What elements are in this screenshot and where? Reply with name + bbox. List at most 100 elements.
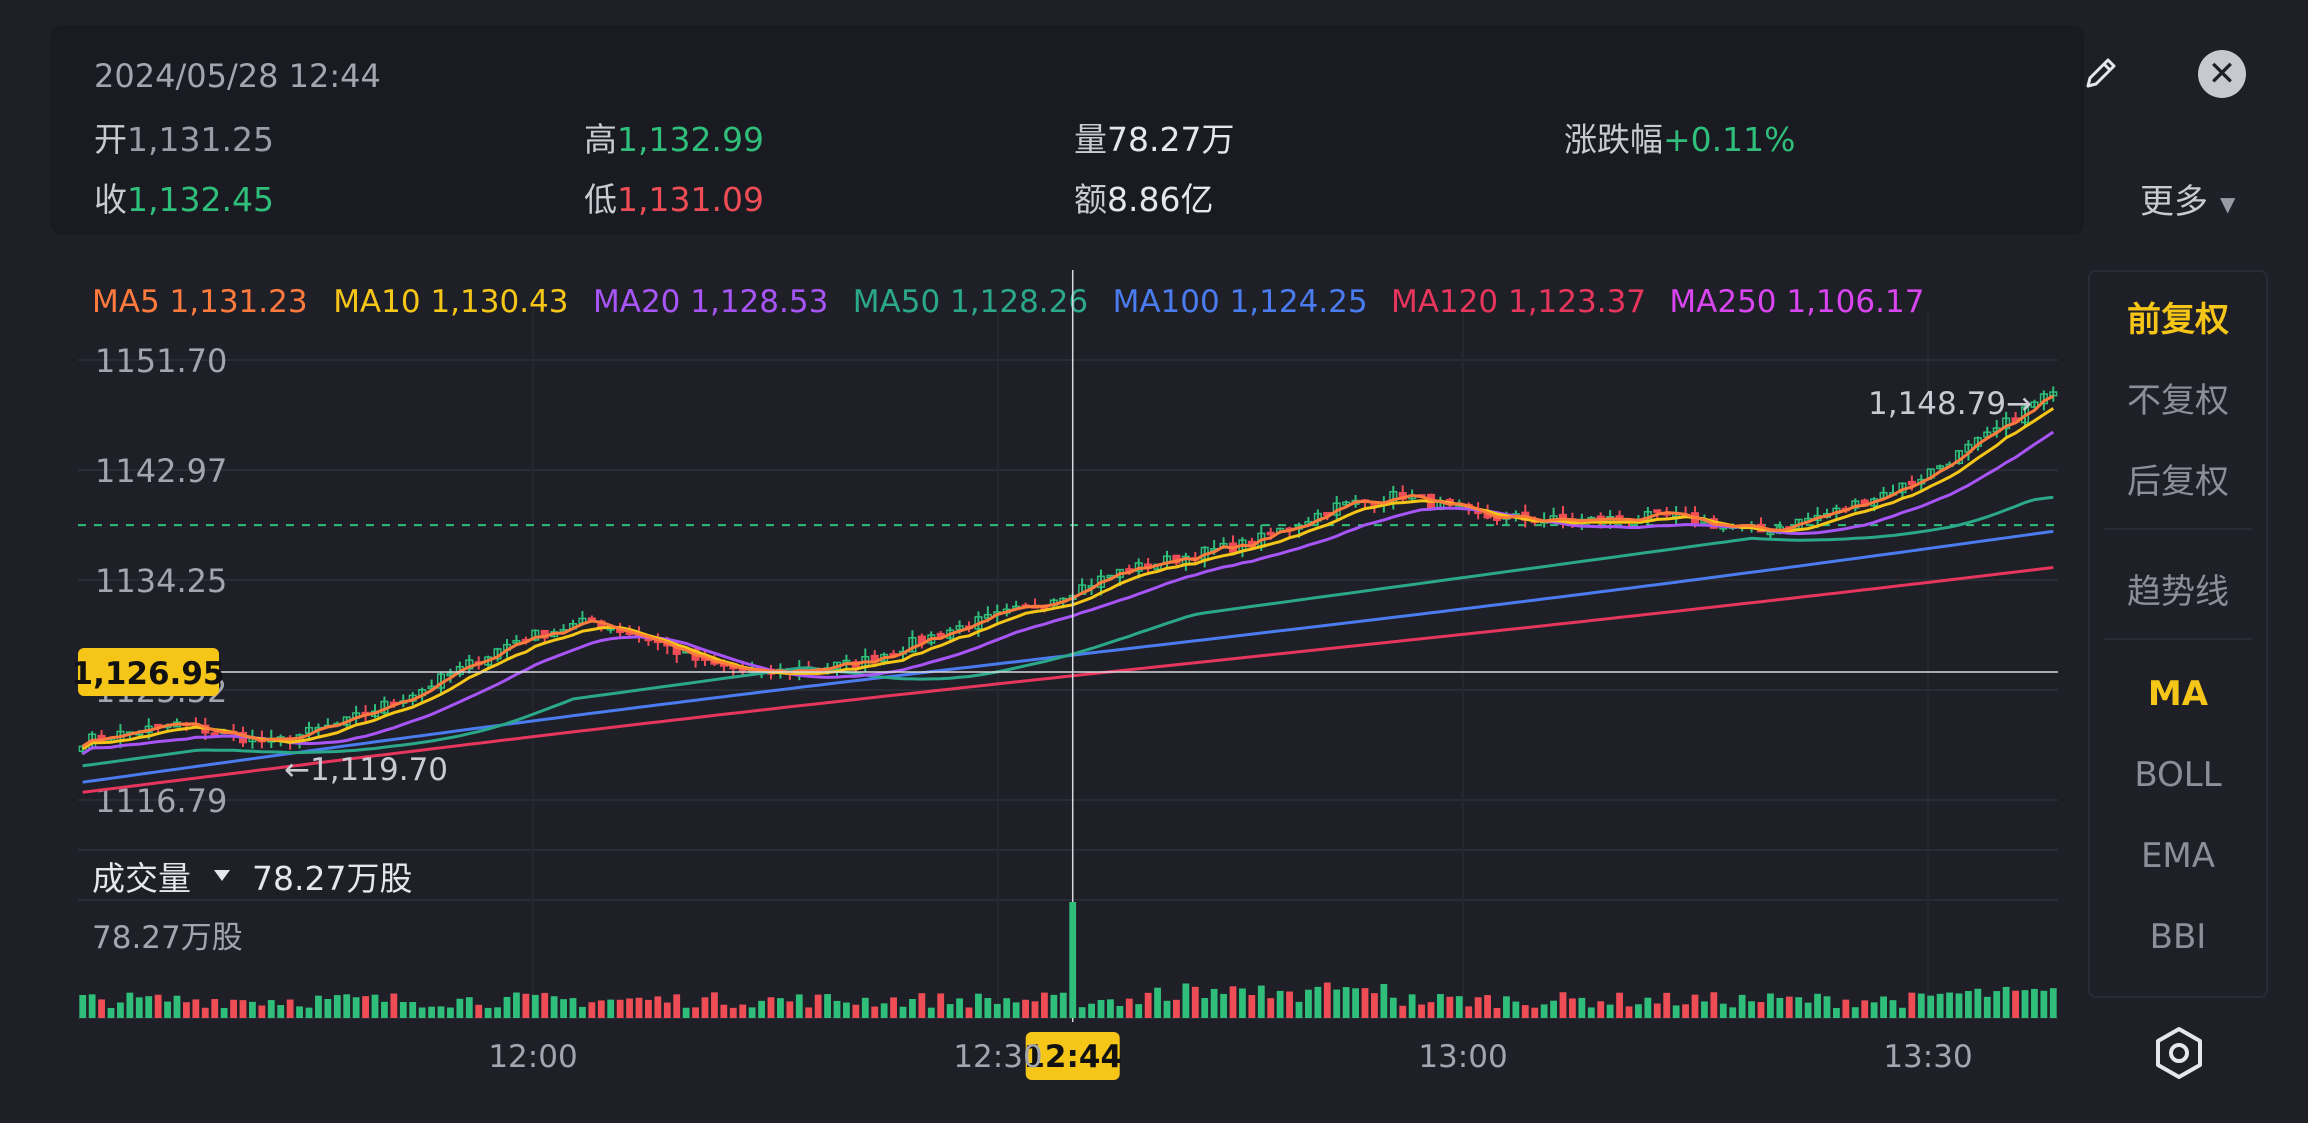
- volume-bar: [654, 996, 662, 1018]
- volume-bar: [1880, 996, 1887, 1018]
- volume-bar: [1814, 993, 1821, 1018]
- volume-bar: [1371, 993, 1378, 1018]
- volume-bar: [909, 998, 916, 1018]
- menu-trendline[interactable]: 趋势线: [2127, 572, 2229, 612]
- ma20-line: [81, 430, 2055, 756]
- volume-bar: [965, 1007, 973, 1018]
- volume-bar: [1974, 988, 1982, 1018]
- volume-bar: [117, 1002, 124, 1018]
- ma-legend-item: MA5 1,131.23: [92, 284, 308, 320]
- volume-bar: [1361, 988, 1369, 1018]
- volume-bar: [1738, 994, 1746, 1018]
- volume-bar: [2021, 990, 2029, 1018]
- volume-bar: [1870, 1002, 1878, 1018]
- menu-forward-adjust[interactable]: 前复权: [2127, 300, 2229, 340]
- volume-bar: [1927, 995, 1935, 1018]
- volume-bar: [1823, 996, 1831, 1018]
- menu-ma[interactable]: MA: [2147, 674, 2209, 714]
- volume-bar: [1804, 1002, 1812, 1018]
- candle-body: [955, 625, 964, 631]
- volume-bar: [739, 1004, 747, 1018]
- menu-backward-adjust[interactable]: 后复权: [2127, 462, 2229, 502]
- volume-bar: [522, 993, 530, 1018]
- volume-bar: [1107, 999, 1114, 1018]
- volume-bar: [343, 994, 351, 1018]
- volume-bar: [1729, 1007, 1737, 1018]
- volume-bar: [475, 1004, 483, 1018]
- menu-ema[interactable]: EMA: [2140, 836, 2216, 876]
- candle-body: [908, 636, 917, 653]
- volume-bar: [1936, 993, 1944, 1018]
- volume-bar: [1257, 985, 1265, 1018]
- volume-bar: [1003, 998, 1011, 1018]
- candle-body: [1907, 480, 1916, 486]
- candle: [531, 629, 540, 642]
- volume-bar: [1201, 998, 1209, 1018]
- x-tick-label: 12:30: [953, 1039, 1042, 1075]
- y-tick-label: 1142.97: [95, 452, 227, 490]
- candle-body: [512, 639, 521, 644]
- candle: [465, 654, 474, 674]
- volume-bar: [428, 1006, 435, 1018]
- volume-bar: [975, 993, 982, 1018]
- candle: [1672, 505, 1681, 525]
- volume-bar: [1663, 992, 1671, 1018]
- ma10-line: [81, 407, 2055, 751]
- volume-bar: [98, 999, 105, 1018]
- chevron-down-icon: ▼: [2220, 191, 2236, 216]
- ma-legend-item: MA120 1,123.37: [1391, 284, 1646, 320]
- volume-bar: [1323, 982, 1331, 1018]
- volume-bar: [1521, 1005, 1529, 1018]
- pencil-icon[interactable]: [2080, 52, 2120, 92]
- settings-icon[interactable]: [2152, 1026, 2206, 1080]
- volume-bars: [79, 902, 2057, 1018]
- volume-bar: [1493, 1007, 1501, 1018]
- crosshair-time-label: 12:44: [1023, 1039, 1122, 1075]
- volume-bar: [164, 1001, 171, 1018]
- ma50-line: [82, 495, 2054, 768]
- volume-bar: [626, 998, 633, 1018]
- volume-bar: [588, 1002, 596, 1018]
- candle: [1181, 552, 1190, 571]
- candle: [304, 721, 314, 741]
- volume-bar: [1531, 1007, 1539, 1018]
- more-dropdown[interactable]: 更多 ▼: [2140, 174, 2235, 223]
- menu-bbi[interactable]: BBI: [2149, 917, 2207, 957]
- volume-bar: [918, 993, 926, 1018]
- volume-bar: [805, 1007, 813, 1018]
- volume-bar: [1031, 1001, 1039, 1018]
- quote-datetime: 2024/05/28 12:44: [94, 57, 381, 95]
- volume-bar: [1220, 993, 1227, 1018]
- volume-bar: [239, 1000, 247, 1018]
- volume-bar: [1427, 1002, 1435, 1018]
- volume-bar: [230, 999, 237, 1018]
- volume-bar: [1606, 1004, 1614, 1018]
- volume-bar: [88, 994, 96, 1018]
- candle-body: [531, 629, 540, 641]
- x-tick-label: 13:30: [1883, 1039, 1972, 1075]
- volume-bar: [286, 999, 294, 1018]
- menu-no-adjust[interactable]: 不复权: [2127, 381, 2229, 421]
- volume-bar: [1408, 994, 1416, 1018]
- candle-body: [1342, 501, 1351, 506]
- y-tick-label: 1151.70: [95, 342, 227, 380]
- amount-value: 额8.86亿: [1074, 180, 1214, 219]
- volume-bar: [1474, 997, 1482, 1018]
- volume-bar: [1889, 1000, 1897, 1018]
- volume-bar: [220, 1007, 228, 1018]
- menu-boll[interactable]: BOLL: [2134, 755, 2222, 795]
- volume-bar: [1012, 1002, 1020, 1018]
- volume-value: 78.27万股: [252, 859, 412, 898]
- volume-bar: [296, 1006, 303, 1018]
- volume-bar: [513, 992, 520, 1018]
- close-button[interactable]: ✕: [2198, 50, 2246, 98]
- volume-bar: [579, 1006, 586, 1018]
- menu-divider: [2104, 528, 2252, 530]
- candle: [352, 705, 361, 724]
- volume-bar: [1625, 1006, 1633, 1018]
- volume-bar: [663, 1002, 671, 1018]
- volume-bar: [1210, 988, 1218, 1018]
- volume-bar: [1239, 988, 1246, 1018]
- volume-bar: [946, 1004, 954, 1018]
